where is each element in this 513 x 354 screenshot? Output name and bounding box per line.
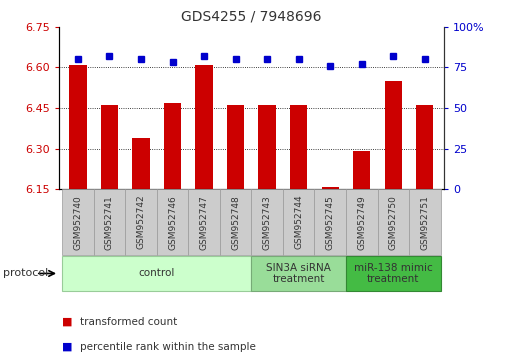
Text: GSM952745: GSM952745 xyxy=(326,195,334,250)
Text: ■: ■ xyxy=(62,317,72,327)
Text: control: control xyxy=(139,268,175,279)
Bar xyxy=(188,189,220,255)
Bar xyxy=(353,152,370,189)
Text: ■: ■ xyxy=(62,342,72,352)
Bar xyxy=(322,187,339,189)
Text: GSM952743: GSM952743 xyxy=(263,195,272,250)
Text: GSM952740: GSM952740 xyxy=(73,195,83,250)
Bar xyxy=(69,64,87,189)
Text: GSM952741: GSM952741 xyxy=(105,195,114,250)
Text: GSM952744: GSM952744 xyxy=(294,195,303,250)
Text: SIN3A siRNA
treatment: SIN3A siRNA treatment xyxy=(266,263,331,284)
Text: percentile rank within the sample: percentile rank within the sample xyxy=(80,342,255,352)
Bar xyxy=(251,256,346,291)
Bar xyxy=(385,81,402,189)
Text: GSM952751: GSM952751 xyxy=(420,195,429,250)
Bar xyxy=(378,189,409,255)
Text: GSM952742: GSM952742 xyxy=(136,195,146,250)
Text: miR-138 mimic
treatment: miR-138 mimic treatment xyxy=(354,263,432,284)
Bar xyxy=(132,138,150,189)
Bar xyxy=(251,189,283,255)
Bar xyxy=(290,105,307,189)
Text: transformed count: transformed count xyxy=(80,317,177,327)
Bar xyxy=(346,256,441,291)
Text: protocol: protocol xyxy=(3,268,48,279)
Bar xyxy=(157,189,188,255)
Bar xyxy=(220,189,251,255)
Bar xyxy=(101,105,118,189)
Bar xyxy=(314,189,346,255)
Bar xyxy=(283,189,314,255)
Text: GSM952749: GSM952749 xyxy=(357,195,366,250)
Bar xyxy=(62,256,251,291)
Title: GDS4255 / 7948696: GDS4255 / 7948696 xyxy=(181,10,322,24)
Bar xyxy=(164,103,181,189)
Bar xyxy=(346,189,378,255)
Text: GSM952747: GSM952747 xyxy=(200,195,209,250)
Bar xyxy=(227,105,244,189)
Bar xyxy=(125,189,157,255)
Bar xyxy=(259,105,276,189)
Text: GSM952748: GSM952748 xyxy=(231,195,240,250)
Text: GSM952746: GSM952746 xyxy=(168,195,177,250)
Bar xyxy=(94,189,125,255)
Bar xyxy=(416,105,433,189)
Bar xyxy=(62,189,94,255)
Text: GSM952750: GSM952750 xyxy=(389,195,398,250)
Bar xyxy=(409,189,441,255)
Bar xyxy=(195,64,213,189)
